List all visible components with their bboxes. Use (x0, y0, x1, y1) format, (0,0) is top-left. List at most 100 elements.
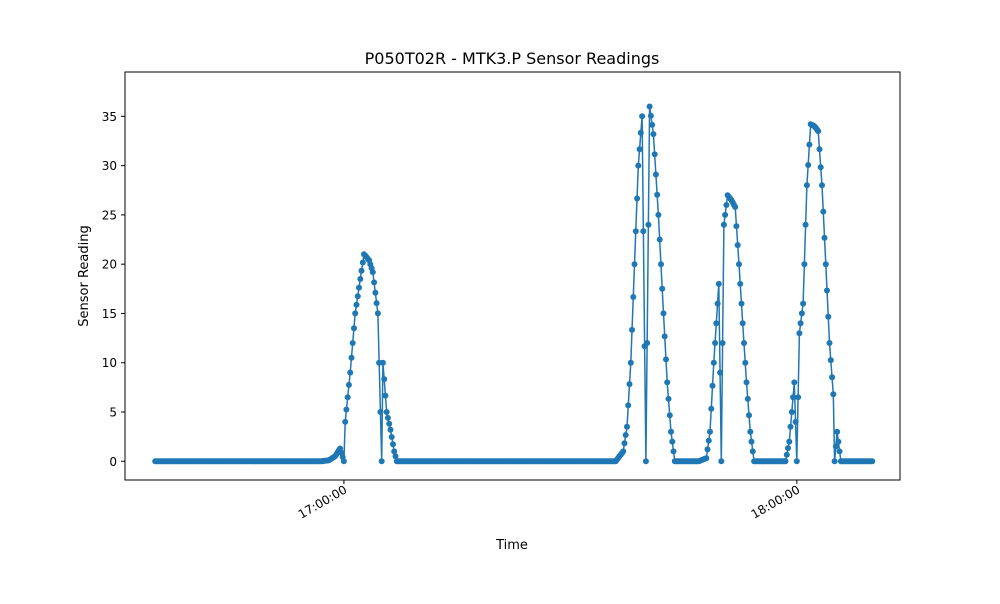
x-axis-label: Time (495, 538, 528, 553)
data-point (647, 112, 654, 119)
data-point (830, 391, 837, 398)
data-point (654, 191, 661, 198)
data-point (650, 131, 657, 138)
y-tick-label: 0 (109, 455, 117, 469)
data-point (796, 330, 803, 337)
data-point (742, 359, 749, 366)
data-point (629, 326, 635, 333)
data-point (388, 434, 395, 440)
data-point (353, 301, 360, 308)
data-point (785, 445, 791, 452)
y-tick-label: 15 (102, 307, 117, 321)
data-point (630, 294, 637, 300)
data-point (637, 129, 644, 136)
data-point (383, 409, 390, 415)
data-point (384, 414, 391, 421)
data-point (821, 234, 828, 241)
data-point (744, 395, 751, 402)
data-point (836, 448, 843, 455)
data-point (670, 448, 677, 455)
y-tick-label: 25 (102, 208, 117, 222)
data-point (826, 340, 833, 346)
data-point (710, 359, 717, 366)
data-point (358, 267, 365, 274)
data-point (632, 228, 639, 235)
x-tick-label: 17:00:00 (296, 482, 350, 521)
data-point (738, 300, 745, 307)
data-point (825, 313, 832, 320)
data-point (357, 276, 364, 282)
data-point (733, 223, 740, 230)
data-point (381, 376, 388, 383)
data-point (708, 405, 715, 412)
data-point (655, 211, 662, 218)
data-point (345, 381, 352, 388)
data-point (798, 310, 805, 317)
data-point (719, 340, 726, 346)
data-point (709, 382, 716, 389)
data-point (359, 259, 366, 266)
data-point (869, 458, 876, 465)
data-point (793, 458, 800, 465)
data-point (717, 369, 724, 376)
data-point (663, 356, 669, 363)
data-point (741, 340, 747, 346)
data-point (748, 438, 755, 445)
data-point (349, 340, 356, 346)
data-point (749, 448, 756, 455)
data-point (734, 242, 741, 249)
y-tick-label: 20 (102, 258, 117, 272)
data-point (386, 420, 393, 427)
data-point (639, 113, 646, 120)
data-point (720, 221, 727, 228)
plot-area-frame (124, 71, 901, 481)
data-point (378, 458, 385, 465)
data-point (660, 310, 667, 317)
series-line (155, 106, 873, 463)
data-point (743, 379, 750, 386)
data-point (634, 195, 641, 202)
data-point (390, 441, 396, 448)
data-point (372, 289, 379, 296)
data-point (704, 446, 711, 453)
data-point (356, 284, 362, 291)
data-point (827, 357, 834, 364)
data-point (790, 394, 797, 401)
data-point (820, 208, 827, 215)
data-point (371, 279, 378, 286)
data-point (732, 204, 739, 210)
data-point (624, 423, 630, 430)
x-tick-label: 18:00:00 (749, 482, 803, 521)
data-point (379, 359, 386, 366)
data-point (713, 320, 720, 327)
chart-title: P050T02R - MTK3.P Sensor Readings (365, 49, 660, 68)
y-tick-label: 10 (102, 356, 117, 370)
data-point (834, 428, 841, 435)
data-point (664, 379, 671, 386)
data-point (815, 128, 822, 135)
data-point (723, 202, 730, 208)
data-point (715, 280, 722, 287)
data-point (746, 412, 752, 419)
data-point (645, 221, 652, 228)
data-point (705, 437, 712, 444)
data-point (342, 418, 349, 425)
x-axis: 17:00:00 18:00:00 (296, 480, 803, 522)
data-point (391, 448, 398, 455)
data-point (795, 394, 802, 401)
data-point (783, 451, 790, 458)
data-point (651, 151, 658, 158)
data-point (665, 395, 672, 402)
data-point (722, 211, 729, 218)
data-point (714, 300, 721, 307)
data-point (661, 333, 668, 340)
data-point (620, 448, 627, 455)
data-point (824, 287, 830, 294)
data-point (635, 162, 642, 169)
data-point (625, 402, 632, 409)
data-point (786, 438, 793, 445)
data-point (621, 440, 628, 447)
data-point (739, 320, 746, 327)
data-point (822, 261, 829, 268)
